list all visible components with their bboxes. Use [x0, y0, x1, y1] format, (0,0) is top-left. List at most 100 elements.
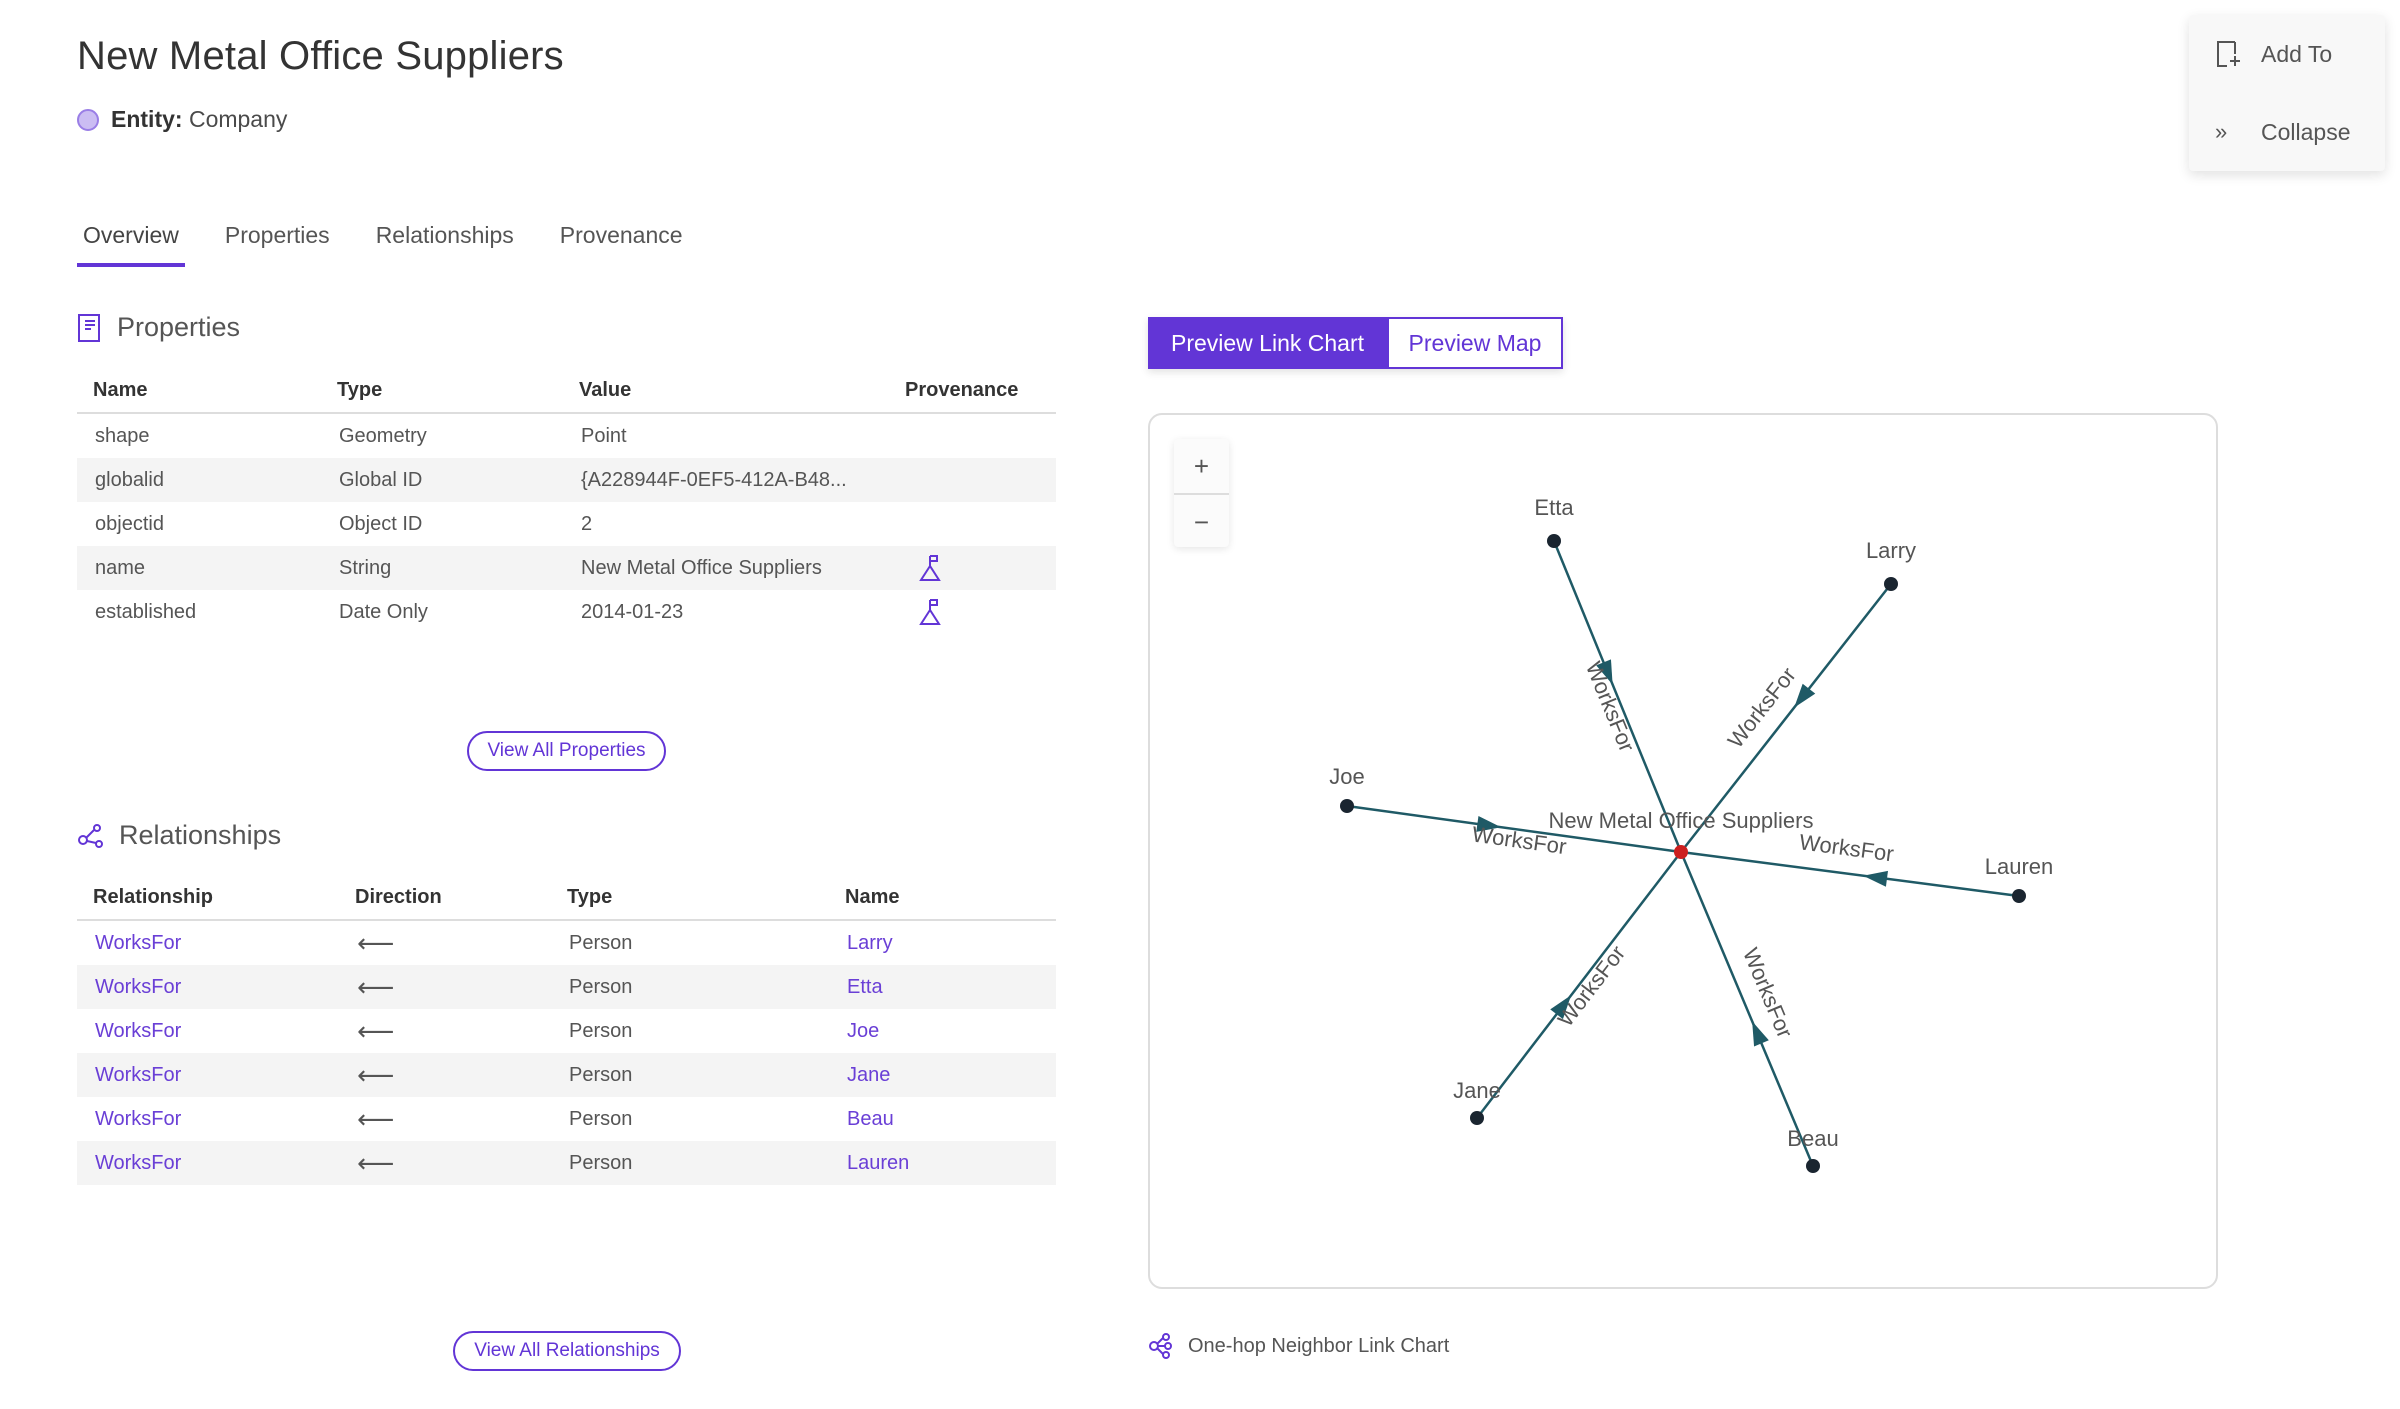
property-name: established: [95, 600, 197, 623]
preview-link-chart-button[interactable]: Preview Link Chart: [1148, 317, 1387, 369]
edge-joe[interactable]: [1346, 804, 1682, 854]
property-row: globalid Global ID {A228944F-0EF5-412A-B48…: [77, 458, 1056, 502]
node-beau[interactable]: [1806, 1159, 1820, 1173]
relationships-icon: [78, 823, 103, 848]
edge-arrow-icon: [1863, 870, 1888, 887]
relationship-relationship[interactable]: WorksFor: [77, 1141, 339, 1185]
node-lauren[interactable]: [2012, 889, 2026, 903]
property-value: 2014-01-23: [581, 600, 684, 623]
col-name: Name: [77, 368, 321, 414]
property-row: shape Geometry Point: [77, 413, 1056, 458]
relationship-type: Person: [551, 965, 829, 1009]
property-type: Global ID: [321, 458, 563, 502]
tab-relationships[interactable]: Relationships: [375, 222, 514, 248]
entity-icon: [77, 108, 99, 131]
relationship-relationship[interactable]: WorksFor: [95, 1019, 182, 1042]
tab-properties[interactable]: Properties: [224, 222, 330, 248]
relationships-heading: Relationships: [77, 820, 281, 851]
provenance-cell: [889, 413, 1056, 458]
edge-beau[interactable]: [1679, 851, 1815, 1167]
provenance-icon[interactable]: [917, 598, 943, 626]
relationship-relationship[interactable]: WorksFor: [77, 965, 339, 1009]
property-row: established Date Only 2014-01-23: [77, 590, 1056, 634]
node-label: Beau: [1787, 1126, 1838, 1151]
center-node-label: New Metal Office Suppliers: [1549, 808, 1814, 833]
chart-caption: One-hop Neighbor Link Chart: [1148, 1332, 1449, 1360]
provenance-cell: [889, 502, 1056, 546]
col-value: Value: [563, 368, 889, 414]
properties-table: Name Type Value Provenance shape Geometry…: [77, 368, 1056, 634]
collapse-button[interactable]: » Collapse: [2215, 118, 2351, 145]
zoom-in-button[interactable]: +: [1174, 439, 1229, 495]
relationship-direction: ⟵: [339, 1141, 551, 1185]
view-all-properties-button[interactable]: View All Properties: [467, 731, 666, 771]
relationship-direction: ⟵: [339, 1053, 551, 1097]
properties-heading: Properties: [77, 312, 240, 343]
col-type: Type: [551, 875, 829, 921]
node-joe[interactable]: [1340, 799, 1354, 813]
relationship-relationship[interactable]: WorksFor: [77, 1053, 339, 1097]
relationship-type: Person: [551, 1141, 829, 1185]
col-provenance: Provenance: [889, 368, 1056, 414]
link-chart[interactable]: WorksFor Etta WorksFor Larry WorksFor Joe Work…: [1148, 413, 2218, 1289]
edge-label: WorksFor: [1553, 941, 1631, 1032]
node-label: Joe: [1329, 764, 1364, 789]
property-value: New Metal Office Suppliers: [563, 546, 889, 590]
relationship-type: Person: [569, 931, 633, 954]
property-row: objectid Object ID 2: [77, 502, 1056, 546]
edge-label: WorksFor: [1798, 829, 1895, 866]
edge-arrow-icon: [1476, 816, 1502, 832]
relationship-direction: ⟵: [357, 927, 395, 958]
relationship-name[interactable]: Larry: [847, 931, 893, 954]
relationship-row: WorksFor ⟵ Person Beau: [77, 1097, 1056, 1141]
relationships-table: Relationship Direction Type Name WorksFo…: [77, 875, 1056, 1185]
edge-arrow-icon: [1794, 683, 1816, 708]
relationship-type: Person: [569, 1107, 633, 1130]
edge-arrow-icon: [1550, 995, 1572, 1020]
relationship-type: Person: [551, 1053, 829, 1097]
node-center[interactable]: [1674, 845, 1688, 859]
page-title: New Metal Office Suppliers: [77, 34, 564, 78]
relationship-row: WorksFor ⟵ Person Etta: [77, 965, 1056, 1009]
node-label: Lauren: [1985, 854, 2054, 879]
property-name: globalid: [77, 458, 321, 502]
property-name: name: [77, 546, 321, 590]
view-all-relationships-button[interactable]: View All Relationships: [453, 1331, 681, 1371]
preview-map-button[interactable]: Preview Map: [1387, 317, 1563, 369]
add-to-button[interactable]: Add To: [2189, 15, 2385, 93]
node-jane[interactable]: [1470, 1111, 1484, 1125]
property-row: name String New Metal Office Suppliers: [77, 546, 1056, 590]
edge-jane[interactable]: [1476, 851, 1682, 1119]
property-type: Object ID: [339, 512, 423, 535]
node-etta[interactable]: [1547, 534, 1561, 548]
link-chart-panel[interactable]: WorksFor Etta WorksFor Larry WorksFor Joe Work…: [1148, 413, 2218, 1289]
provenance-cell: [889, 458, 1056, 502]
preview-toggle: Preview Link Chart Preview Map: [1148, 317, 1563, 369]
relationship-name[interactable]: Etta: [829, 965, 1056, 1009]
relationship-relationship[interactable]: WorksFor: [95, 1107, 182, 1130]
edge-lauren[interactable]: [1680, 850, 2020, 898]
relationship-direction: ⟵: [339, 965, 551, 1009]
double-chevron-right-icon: »: [2215, 119, 2228, 144]
col-name: Name: [829, 875, 1056, 921]
col-type: Type: [321, 368, 563, 414]
relationship-name[interactable]: Beau: [847, 1107, 894, 1130]
tab-overview[interactable]: Overview: [77, 222, 185, 267]
node-label: Jane: [1453, 1078, 1501, 1103]
provenance-icon[interactable]: [917, 554, 943, 582]
relationship-type: Person: [569, 1019, 633, 1042]
relationship-name[interactable]: Jane: [829, 1053, 1056, 1097]
edge-label: WorksFor: [1581, 658, 1640, 755]
edge-etta[interactable]: [1552, 540, 1683, 853]
tab-provenance[interactable]: Provenance: [559, 222, 683, 248]
properties-icon: [78, 313, 100, 342]
relationship-name[interactable]: Lauren: [829, 1141, 1056, 1185]
property-name: shape: [95, 424, 150, 447]
zoom-control: + −: [1174, 439, 1229, 547]
add-to-icon: [2217, 41, 2240, 67]
edge-larry[interactable]: [1680, 583, 1892, 853]
relationship-name[interactable]: Joe: [847, 1019, 880, 1042]
node-larry[interactable]: [1884, 577, 1898, 591]
zoom-out-button[interactable]: −: [1193, 506, 1210, 537]
relationship-relationship[interactable]: WorksFor: [95, 931, 182, 954]
